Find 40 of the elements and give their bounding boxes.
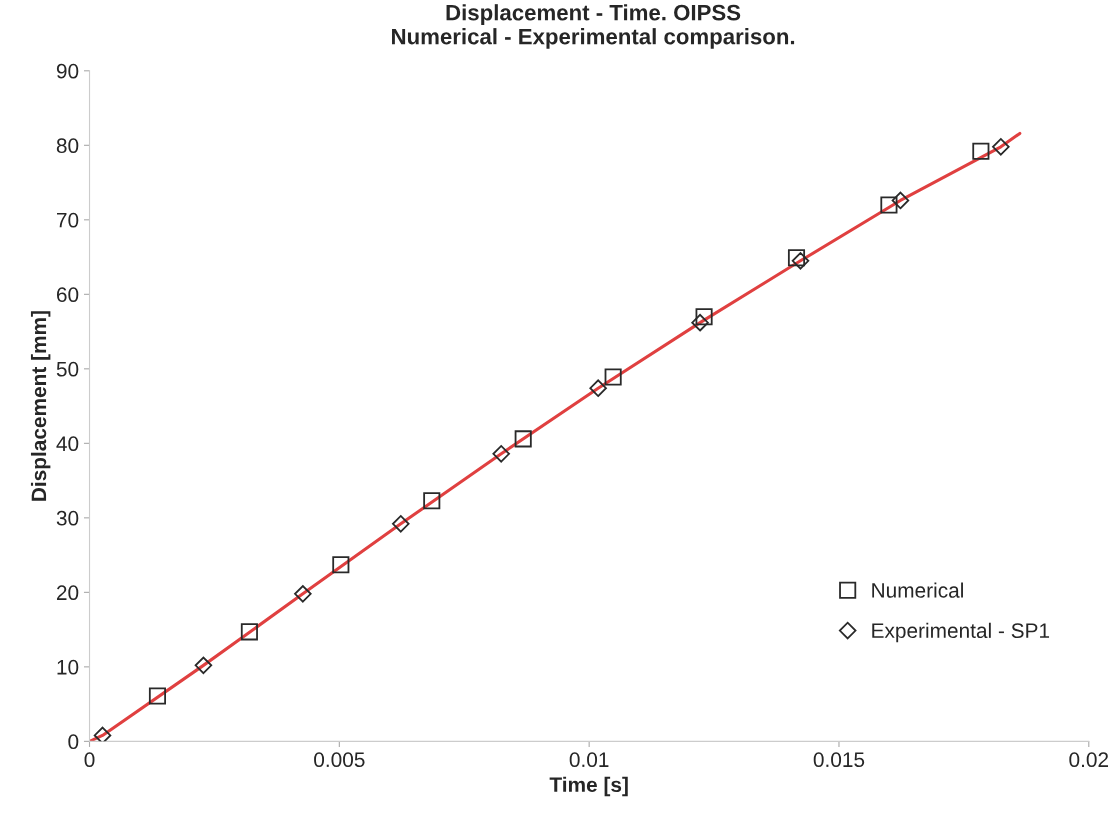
point: [604, 368, 622, 386]
x-tick-label: 0: [84, 752, 95, 768]
x-tick-label: 0.005: [314, 752, 365, 768]
point: [93, 726, 112, 742]
point: [194, 656, 213, 675]
point: [148, 687, 167, 705]
point: [332, 556, 350, 574]
chart-title: Displacement - Time. OIPSS Numerical - Experimental comparison.: [392, 4, 795, 49]
point: [880, 196, 898, 214]
point: [392, 515, 410, 533]
y-tick-label: 10: [57, 659, 79, 675]
point: [695, 308, 713, 326]
y-axis-title: Displacement [mm]: [30, 311, 51, 501]
point: [240, 623, 258, 641]
y-tick-label: 20: [56, 585, 79, 601]
x-tick-label: 0.015: [813, 752, 865, 768]
legend-label: Experimental - SP1: [872, 622, 1050, 643]
y-tick-label: 90: [56, 63, 79, 79]
y-tick-label: 70: [57, 212, 79, 228]
y-tick-label: 40: [56, 436, 79, 452]
point: [589, 379, 607, 397]
point: [691, 313, 709, 332]
point: [891, 191, 910, 210]
point: [294, 585, 312, 603]
y-tick-label: 30: [56, 510, 79, 526]
point: [514, 430, 532, 448]
y-tick-label: 50: [56, 361, 79, 377]
point: [787, 249, 806, 267]
y-tick-label: 0: [68, 734, 79, 750]
point: [423, 492, 441, 510]
x-tick-label: 0.02: [1069, 752, 1109, 768]
x-tick-label: 0.01: [569, 752, 609, 768]
y-tick-label: 60: [56, 287, 79, 303]
y-tick-label: 80: [56, 138, 79, 154]
point: [791, 252, 810, 270]
legend-label: Numerical: [872, 582, 963, 598]
point: [992, 138, 1010, 156]
x-axis-title: Time [s]: [549, 776, 628, 797]
point: [972, 142, 990, 160]
point: [492, 445, 510, 463]
